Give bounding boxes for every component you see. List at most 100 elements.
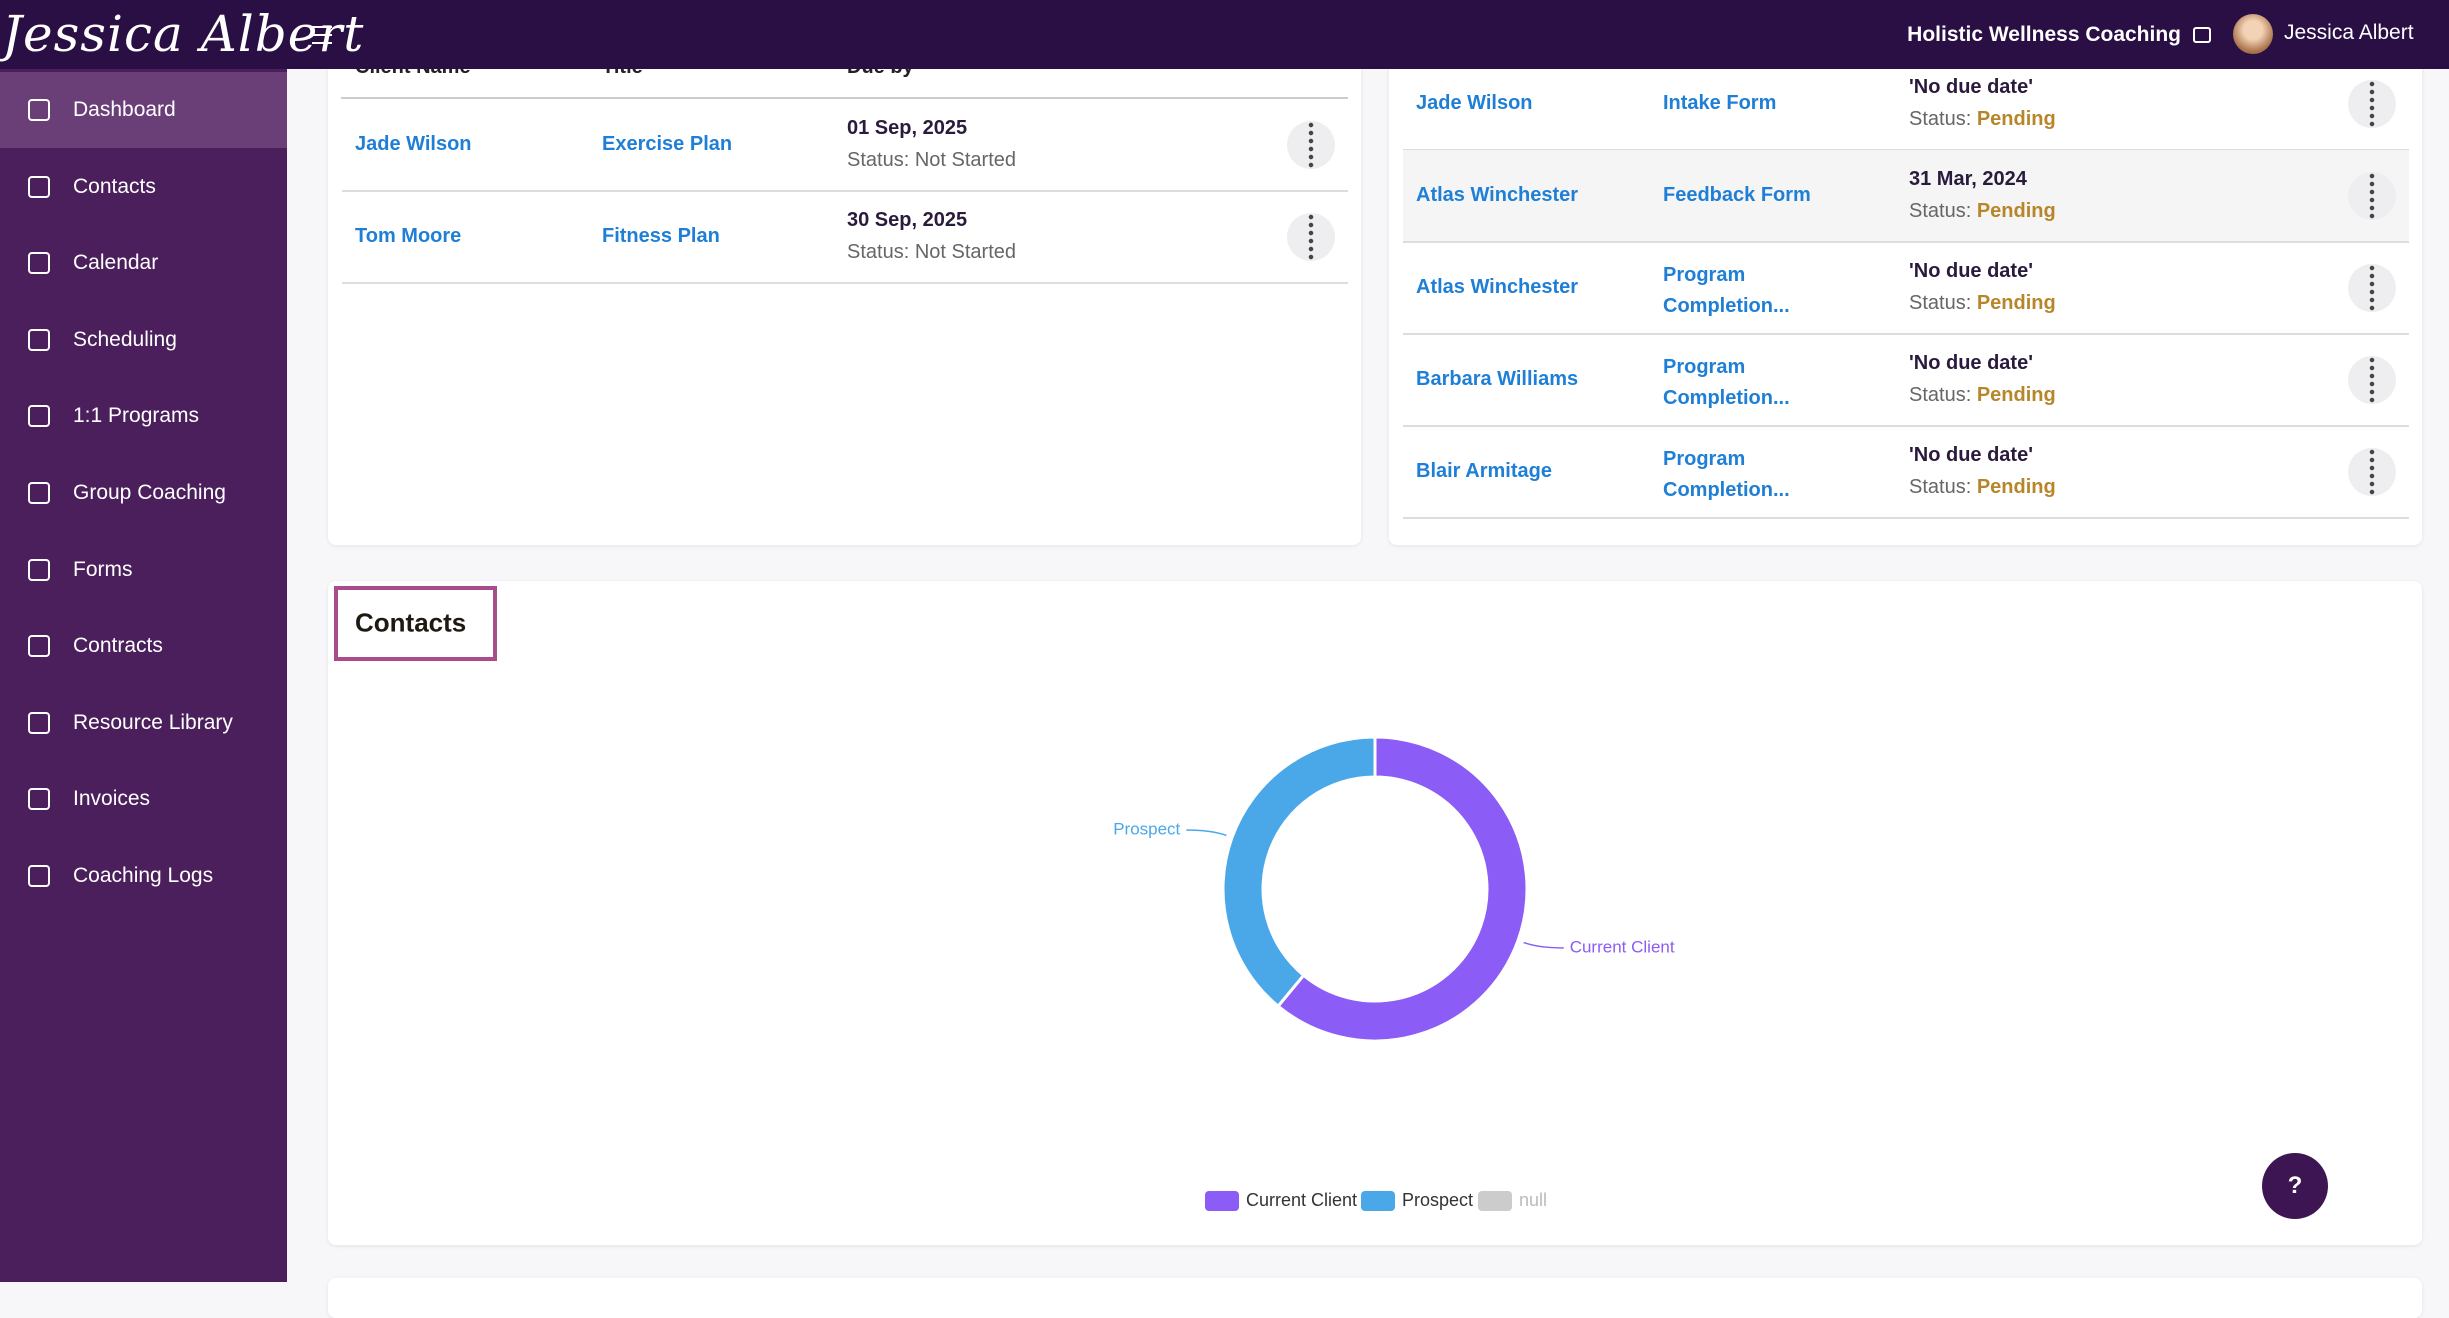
nav-label: Scheduling [73, 327, 177, 351]
legend-swatch [1361, 1191, 1395, 1211]
menu-toggle[interactable] [312, 26, 332, 44]
nav-label: Group Coaching [73, 481, 226, 504]
due-date: 'No due date' [1909, 352, 2033, 374]
row-border [1403, 517, 2409, 519]
nav-icon [28, 405, 50, 428]
nav-label: Calendar [73, 251, 159, 275]
nav-label: Contracts [73, 634, 163, 658]
client-link[interactable]: Jade Wilson [1416, 92, 1533, 114]
status: Status: Pending [1909, 108, 2056, 131]
nav-item[interactable]: Resource Library [0, 685, 287, 761]
due-date: 'No due date' [1909, 444, 2033, 466]
status: Status: Pending [1909, 200, 2056, 223]
label-leader [1523, 941, 1564, 949]
next-card [328, 1278, 2422, 1318]
row-menu[interactable] [1287, 121, 1335, 169]
top-bar: Jessica Albert Holistic Wellness Coachin… [0, 0, 2449, 69]
client-link[interactable]: Blair Armitage [1416, 460, 1552, 482]
nav-label: Invoices [73, 787, 151, 811]
nav-item[interactable]: Invoices [0, 761, 287, 837]
contacts-title: Contacts [355, 607, 467, 638]
nav-label: Coaching Logs [73, 864, 214, 887]
client-link[interactable]: Jade Wilson [355, 133, 472, 155]
nav-icon [28, 99, 50, 121]
status: Status: Not Started [847, 149, 1016, 172]
help-button[interactable]: ? [2262, 1153, 2328, 1219]
row-menu[interactable] [2348, 264, 2396, 312]
client-link[interactable]: Atlas Winchester [1416, 276, 1579, 298]
legend-label: Current Client [1246, 1190, 1357, 1210]
nav-item[interactable]: Forms [0, 532, 287, 608]
title-link[interactable]: Feedback Form [1663, 184, 1811, 206]
nav-label: Dashboard [73, 98, 176, 121]
status: Status: Pending [1909, 476, 2056, 499]
legend-swatch [1205, 1191, 1239, 1211]
row-highlight [1403, 150, 2409, 242]
label-leader [1186, 829, 1227, 837]
row-border [1403, 333, 2409, 335]
status-value: Pending [1976, 384, 2056, 406]
nav-icon [28, 175, 50, 198]
title-link[interactable]: Program Completion... [1663, 264, 1790, 317]
avatar[interactable] [2233, 14, 2273, 54]
client-link[interactable]: Barbara Williams [1416, 368, 1579, 390]
nav-item[interactable]: Group Coaching [0, 455, 287, 531]
nav-label: Resource Library [73, 710, 233, 734]
title-link[interactable]: Program Completion... [1663, 356, 1790, 409]
nav-icon [28, 635, 50, 658]
due-date: 'No due date' [1909, 260, 2033, 282]
status-value: Pending [1976, 476, 2056, 498]
user-name[interactable]: Jessica Albert [2284, 21, 2414, 44]
nav-item[interactable]: Contacts [0, 149, 287, 225]
legend-swatch [1478, 1191, 1512, 1211]
nav-icon [28, 252, 50, 275]
nav-label: Contacts [73, 174, 156, 198]
row-menu[interactable] [2348, 356, 2396, 404]
row-menu[interactable] [1287, 213, 1335, 261]
slice-label: Prospect [1113, 820, 1180, 839]
client-link[interactable]: Tom Moore [355, 225, 462, 247]
nav-item[interactable]: Coaching Logs [0, 838, 287, 914]
nav-icon [28, 482, 50, 504]
header-border [341, 97, 1348, 99]
logo[interactable]: Jessica Albert [2, 5, 365, 63]
client-link[interactable]: Atlas Winchester [1416, 184, 1579, 206]
contacts-card: Contacts Current Client Prospect Current C… [328, 581, 2422, 1245]
nav-label: 1:1 Programs [73, 404, 200, 428]
donut-slice [1221, 735, 1377, 1009]
status-label: Status: [1909, 108, 1972, 130]
due-date: 01 Sep, 2025 [847, 117, 968, 139]
nav-item[interactable]: Dashboard [0, 72, 287, 148]
nav-icon [28, 328, 50, 351]
title-link[interactable]: Exercise Plan [602, 133, 733, 155]
status-label: Status: [1909, 384, 1972, 406]
due-date: 30 Sep, 2025 [847, 209, 968, 231]
due-date: 31 Mar, 2024 [1909, 168, 2027, 190]
assigned-plans-card: Client NameTitleDue byJade WilsonExercis… [328, 0, 1361, 545]
row-menu[interactable] [2348, 80, 2396, 128]
briefcase-icon [2193, 27, 2211, 43]
row-menu[interactable] [2348, 172, 2396, 220]
row-menu[interactable] [2348, 448, 2396, 496]
nav-item[interactable]: Calendar [0, 225, 287, 301]
donut-chart: Current Client Prospect Current Client Pros… [1113, 735, 1675, 1211]
donut-slice [1275, 735, 1529, 1043]
nav-icon [28, 865, 50, 887]
row-border [342, 282, 1348, 284]
status-value: Not Started [914, 149, 1016, 171]
status-label: Status: [1909, 200, 1972, 222]
title-link[interactable]: Program Completion... [1663, 448, 1790, 501]
contacts-title-box [334, 586, 497, 661]
forms-card: Jade Wilson Intake Form 'No due date' Statu… [1389, 0, 2422, 545]
status: Status: Not Started [847, 241, 1016, 264]
nav-icon [28, 711, 50, 734]
nav-item[interactable]: 1:1 Programs [0, 378, 287, 454]
title-link[interactable]: Fitness Plan [602, 225, 720, 247]
due-date: 'No due date' [1909, 76, 2033, 98]
business-name[interactable]: Holistic Wellness Coaching [1907, 23, 2181, 46]
title-link[interactable]: Intake Form [1663, 92, 1777, 114]
nav-item[interactable]: Scheduling [0, 302, 287, 378]
status-value: Not Started [914, 241, 1016, 263]
status-label: Status: [847, 241, 910, 263]
nav-item[interactable]: Contracts [0, 608, 287, 684]
